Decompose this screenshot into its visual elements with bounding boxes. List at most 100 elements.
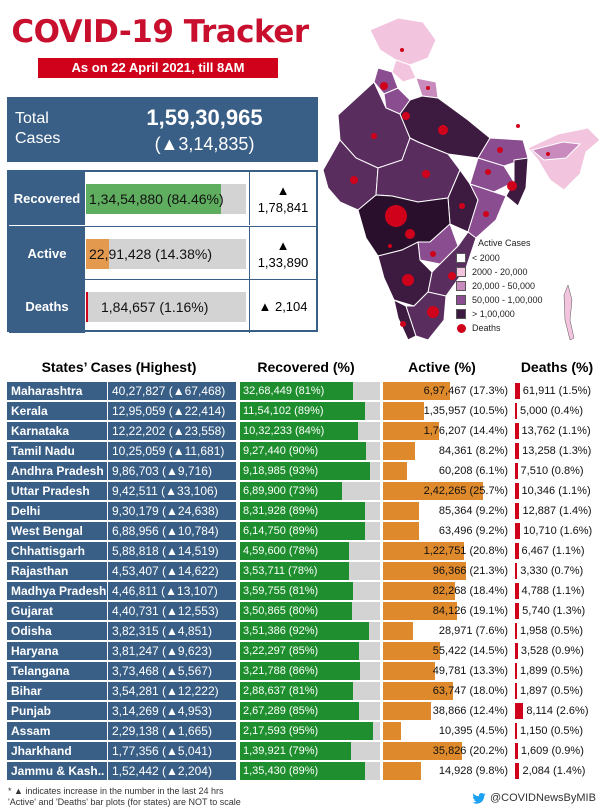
- active-value: 60,208 (6.1%): [438, 465, 508, 477]
- legend-swatch: [456, 267, 466, 277]
- deaths-value: 12,887 (1.4%): [522, 505, 592, 517]
- recovered-bar-track: 1,39,921 (79%): [240, 742, 380, 760]
- recovered-bar-track: 9,27,440 (90%): [240, 442, 380, 460]
- recovered-bar-track: 3,22,297 (85%): [240, 642, 380, 660]
- deaths-bar: [515, 583, 519, 599]
- recovered-bar: [240, 422, 358, 440]
- state-name: Madhya Pradesh: [7, 582, 107, 600]
- active-bar: [383, 462, 407, 480]
- legend-label: > 1,00,000: [472, 309, 515, 319]
- legend-item: > 1,00,000: [456, 307, 543, 321]
- map-region-islands: [563, 284, 575, 341]
- delta-value: 1,78,841: [257, 199, 309, 215]
- recovered-value: 1,39,921 (79%): [243, 745, 319, 757]
- recovered-value: 9,18,985 (93%): [243, 465, 319, 477]
- active-bar: [383, 562, 467, 580]
- recovered-value: 3,50,865 (80%): [243, 605, 319, 617]
- deaths-bar: [515, 503, 520, 519]
- deaths-bar: [515, 403, 517, 419]
- table-row: Andhra Pradesh 9,86,703 (▲9,716) 9,18,985 …: [7, 461, 603, 481]
- state-name: Karnataka: [7, 422, 107, 440]
- active-bar-track: 2,42,265 (25.7%): [383, 482, 511, 500]
- state-cases: 3,82,315 (▲4,851): [108, 622, 236, 640]
- recovered-bar-track: 9,18,985 (93%): [240, 462, 380, 480]
- death-bubble: [438, 125, 448, 135]
- recovered-value: 2,88,637 (81%): [243, 685, 319, 697]
- summary-delta: ▲ 1,33,890: [249, 227, 316, 280]
- footnote-line: * ▲ indicates increase in the number in …: [8, 786, 224, 796]
- map-legend: Active Cases < 2000 2000 - 20,000 20,000…: [456, 238, 543, 335]
- state-cases: 4,46,811 (▲13,107): [108, 582, 236, 600]
- recovered-bar: [240, 682, 354, 700]
- legend-label: 2000 - 20,000: [472, 267, 528, 277]
- table-row: Assam 2,29,138 (▲1,665) 2,17,593 (95%) 10,3…: [7, 721, 603, 741]
- deaths-value: 1,958 (0.5%): [520, 625, 583, 637]
- death-bubble: [546, 152, 550, 156]
- deaths-bar-track: 4,788 (1.1%): [515, 582, 603, 600]
- deaths-bar-track: 7,510 (0.8%): [515, 462, 603, 480]
- legend-swatch: [456, 281, 466, 291]
- india-map: [322, 17, 601, 341]
- recovered-bar-track: 6,14,750 (89%): [240, 522, 380, 540]
- legend-swatch: [456, 309, 466, 319]
- deaths-bar-track: 13,258 (1.3%): [515, 442, 603, 460]
- recovered-bar: [240, 482, 343, 500]
- legend-swatch: [456, 253, 466, 263]
- state-cases: 9,86,703 (▲9,716): [108, 462, 236, 480]
- summary-bar-track: [86, 292, 246, 322]
- summary-value: 22,91,428 (14.38%): [89, 246, 212, 262]
- death-bubble: [402, 112, 410, 120]
- state-cases: 4,40,731 (▲12,553): [108, 602, 236, 620]
- deaths-bar: [515, 663, 517, 679]
- map-region-jharkhand: [469, 157, 515, 193]
- active-bar-track: 63,496 (9.2%): [383, 522, 511, 540]
- recovered-bar-track: 10,32,233 (84%): [240, 422, 380, 440]
- recovered-bar-track: 6,89,900 (73%): [240, 482, 380, 500]
- twitter-icon: [472, 792, 486, 804]
- credit-handle: @COVIDNewsByMIB: [490, 792, 596, 804]
- active-bar: [383, 502, 419, 520]
- summary-row-active: Active 22,91,428 (14.38%) ▲ 1,33,890: [9, 226, 316, 280]
- footnote-line: 'Active' and 'Deaths' bar plots (for sta…: [8, 797, 241, 807]
- map-region-karnataka: [377, 241, 433, 307]
- deaths-bar-track: 8,114 (2.6%): [515, 702, 603, 720]
- deaths-bar-track: 5,740 (1.3%): [515, 602, 603, 620]
- recovered-bar: [240, 722, 373, 740]
- table-row: Bihar 3,54,281 (▲12,222) 2,88,637 (81%) 63,…: [7, 681, 603, 701]
- active-bar: [383, 402, 424, 420]
- active-bar-track: 1,76,207 (14.4%): [383, 422, 511, 440]
- recovered-bar-track: 4,59,600 (78%): [240, 542, 380, 560]
- total-cases-label: Total Cases: [15, 110, 61, 147]
- active-value: 63,747 (18.0%): [432, 685, 508, 697]
- state-name: Uttar Pradesh: [7, 482, 107, 500]
- recovered-bar-track: 3,51,386 (92%): [240, 622, 380, 640]
- state-name: West Bengal: [7, 522, 107, 540]
- deaths-value: 5,740 (1.3%): [522, 605, 586, 617]
- recovered-value: 6,14,750 (89%): [243, 525, 319, 537]
- death-bubble: [507, 181, 517, 191]
- death-bubble: [426, 86, 430, 90]
- death-bubble: [400, 48, 404, 52]
- active-value: 1,76,207 (14.4%): [423, 425, 508, 437]
- total-cases-value: 1,59,30,965: [146, 105, 263, 130]
- table-row: Delhi 9,30,179 (▲24,638) 8,31,928 (89%) 85,…: [7, 501, 603, 521]
- active-bar-track: 96,366 (21.3%): [383, 562, 511, 580]
- summary-value: 1,84,657 (1.16%): [101, 299, 209, 315]
- deaths-bar: [515, 703, 524, 719]
- death-bubble: [485, 169, 491, 175]
- legend-item: 20,000 - 50,000: [456, 279, 543, 293]
- active-value: 6,97,467 (17.3%): [423, 385, 508, 397]
- map-region-tn: [405, 291, 447, 341]
- table-row: Jharkhand 1,77,356 (▲5,041) 1,39,921 (79%)…: [7, 741, 603, 761]
- deaths-bar-track: 12,887 (1.4%): [515, 502, 603, 520]
- summary-bar-fill: [86, 239, 109, 269]
- deaths-value: 4,788 (1.1%): [521, 585, 585, 597]
- table-row: Jammu & Kash.. 1,52,442 (▲2,204) 1,35,430 …: [7, 761, 603, 781]
- active-bar-track: 6,97,467 (17.3%): [383, 382, 511, 400]
- deaths-value: 3,330 (0.7%): [520, 565, 584, 577]
- summary-label: Active: [9, 227, 85, 280]
- state-name: Maharashtra: [7, 382, 107, 400]
- death-bubble: [422, 170, 430, 178]
- recovered-value: 6,89,900 (73%): [243, 485, 319, 497]
- deaths-bar-track: 1,899 (0.5%): [515, 662, 603, 680]
